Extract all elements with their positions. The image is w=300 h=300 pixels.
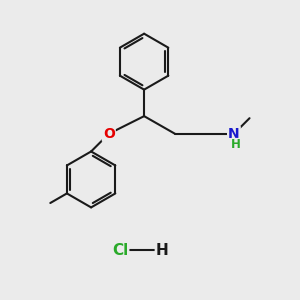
Text: Cl: Cl [112,243,129,258]
Text: N: N [228,127,240,141]
Text: H: H [231,139,241,152]
Text: H: H [155,243,168,258]
Text: O: O [103,127,115,141]
